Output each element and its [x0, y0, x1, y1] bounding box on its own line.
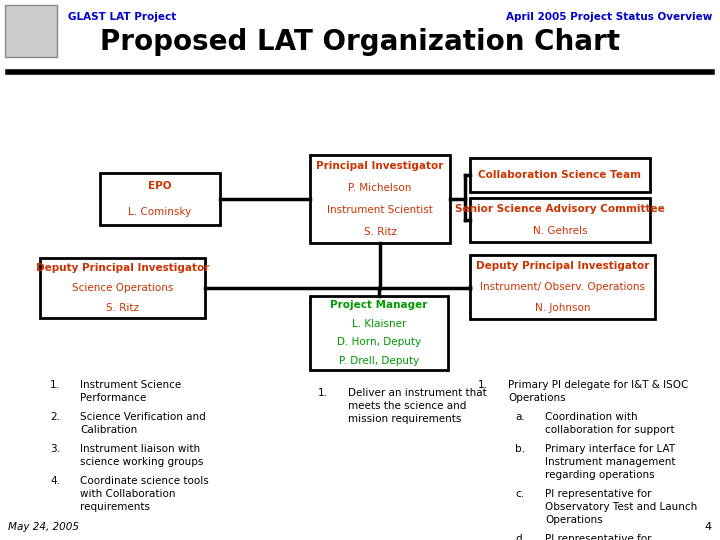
Text: Calibration: Calibration	[80, 425, 138, 435]
Text: N. Gehrels: N. Gehrels	[533, 226, 588, 236]
Text: April 2005 Project Status Overview: April 2005 Project Status Overview	[505, 12, 712, 22]
FancyBboxPatch shape	[470, 158, 650, 192]
Text: 4: 4	[705, 522, 712, 532]
Text: Performance: Performance	[80, 393, 146, 403]
FancyBboxPatch shape	[40, 258, 205, 318]
Text: with Collaboration: with Collaboration	[80, 489, 176, 499]
Text: Science Operations: Science Operations	[72, 283, 174, 293]
Text: May 24, 2005: May 24, 2005	[8, 522, 79, 532]
Text: 1.: 1.	[318, 388, 328, 398]
Text: Deputy Principal Investigator: Deputy Principal Investigator	[476, 261, 649, 271]
Text: collaboration for support: collaboration for support	[545, 425, 675, 435]
FancyBboxPatch shape	[5, 5, 57, 57]
Text: Instrument management: Instrument management	[545, 457, 675, 467]
Text: Collaboration Science Team: Collaboration Science Team	[479, 170, 642, 180]
Text: 4.: 4.	[50, 476, 60, 486]
Text: P. Michelson: P. Michelson	[348, 183, 412, 193]
Text: P. Drell, Deputy: P. Drell, Deputy	[339, 356, 419, 366]
Text: D. Horn, Deputy: D. Horn, Deputy	[337, 338, 421, 347]
Text: Primary interface for LAT: Primary interface for LAT	[545, 444, 675, 454]
Text: N. Johnson: N. Johnson	[535, 303, 590, 313]
Text: Instrument Scientist: Instrument Scientist	[327, 205, 433, 215]
Text: b.: b.	[515, 444, 525, 454]
Text: Instrument liaison with: Instrument liaison with	[80, 444, 200, 454]
Text: meets the science and: meets the science and	[348, 401, 467, 411]
Text: regarding operations: regarding operations	[545, 470, 654, 480]
Text: Proposed LAT Organization Chart: Proposed LAT Organization Chart	[100, 28, 620, 56]
FancyBboxPatch shape	[310, 296, 448, 370]
Text: Coordinate science tools: Coordinate science tools	[80, 476, 209, 486]
Text: L. Klaisner: L. Klaisner	[352, 319, 406, 329]
Text: Instrument/ Observ. Operations: Instrument/ Observ. Operations	[480, 282, 645, 292]
Text: c.: c.	[516, 489, 525, 499]
FancyBboxPatch shape	[470, 198, 650, 242]
FancyBboxPatch shape	[470, 255, 655, 319]
Text: EPO: EPO	[148, 181, 172, 191]
Text: Instrument Science: Instrument Science	[80, 380, 181, 390]
Text: Senior Science Advisory Committee: Senior Science Advisory Committee	[455, 204, 665, 214]
Text: PI representative for: PI representative for	[545, 489, 652, 499]
Text: 1.: 1.	[50, 380, 60, 390]
Text: Coordination with: Coordination with	[545, 412, 638, 422]
Text: 2.: 2.	[50, 412, 60, 422]
Text: 1.: 1.	[478, 380, 488, 390]
Text: a.: a.	[516, 412, 525, 422]
Text: Primary PI delegate for I&T & ISOC: Primary PI delegate for I&T & ISOC	[508, 380, 688, 390]
Text: Project Manager: Project Manager	[330, 300, 428, 310]
Text: d.: d.	[515, 534, 525, 540]
Text: Operations: Operations	[545, 515, 603, 525]
Text: 3.: 3.	[50, 444, 60, 454]
Text: L. Cominsky: L. Cominsky	[128, 207, 192, 217]
Text: requirements: requirements	[80, 502, 150, 512]
Text: Deputy Principal Investigator: Deputy Principal Investigator	[36, 263, 210, 273]
Text: Operations: Operations	[508, 393, 566, 403]
Text: S. Ritz: S. Ritz	[364, 227, 397, 237]
Text: GLAST LAT Project: GLAST LAT Project	[68, 12, 176, 22]
Text: PI representative for: PI representative for	[545, 534, 652, 540]
Text: Science Verification and: Science Verification and	[80, 412, 206, 422]
Text: Deliver an instrument that: Deliver an instrument that	[348, 388, 487, 398]
FancyBboxPatch shape	[100, 173, 220, 225]
Text: mission requirements: mission requirements	[348, 414, 462, 424]
Text: Observatory Test and Launch: Observatory Test and Launch	[545, 502, 697, 512]
FancyBboxPatch shape	[310, 155, 450, 243]
Text: S. Ritz: S. Ritz	[106, 303, 139, 313]
Text: Principal Investigator: Principal Investigator	[316, 161, 444, 171]
Text: science working groups: science working groups	[80, 457, 203, 467]
